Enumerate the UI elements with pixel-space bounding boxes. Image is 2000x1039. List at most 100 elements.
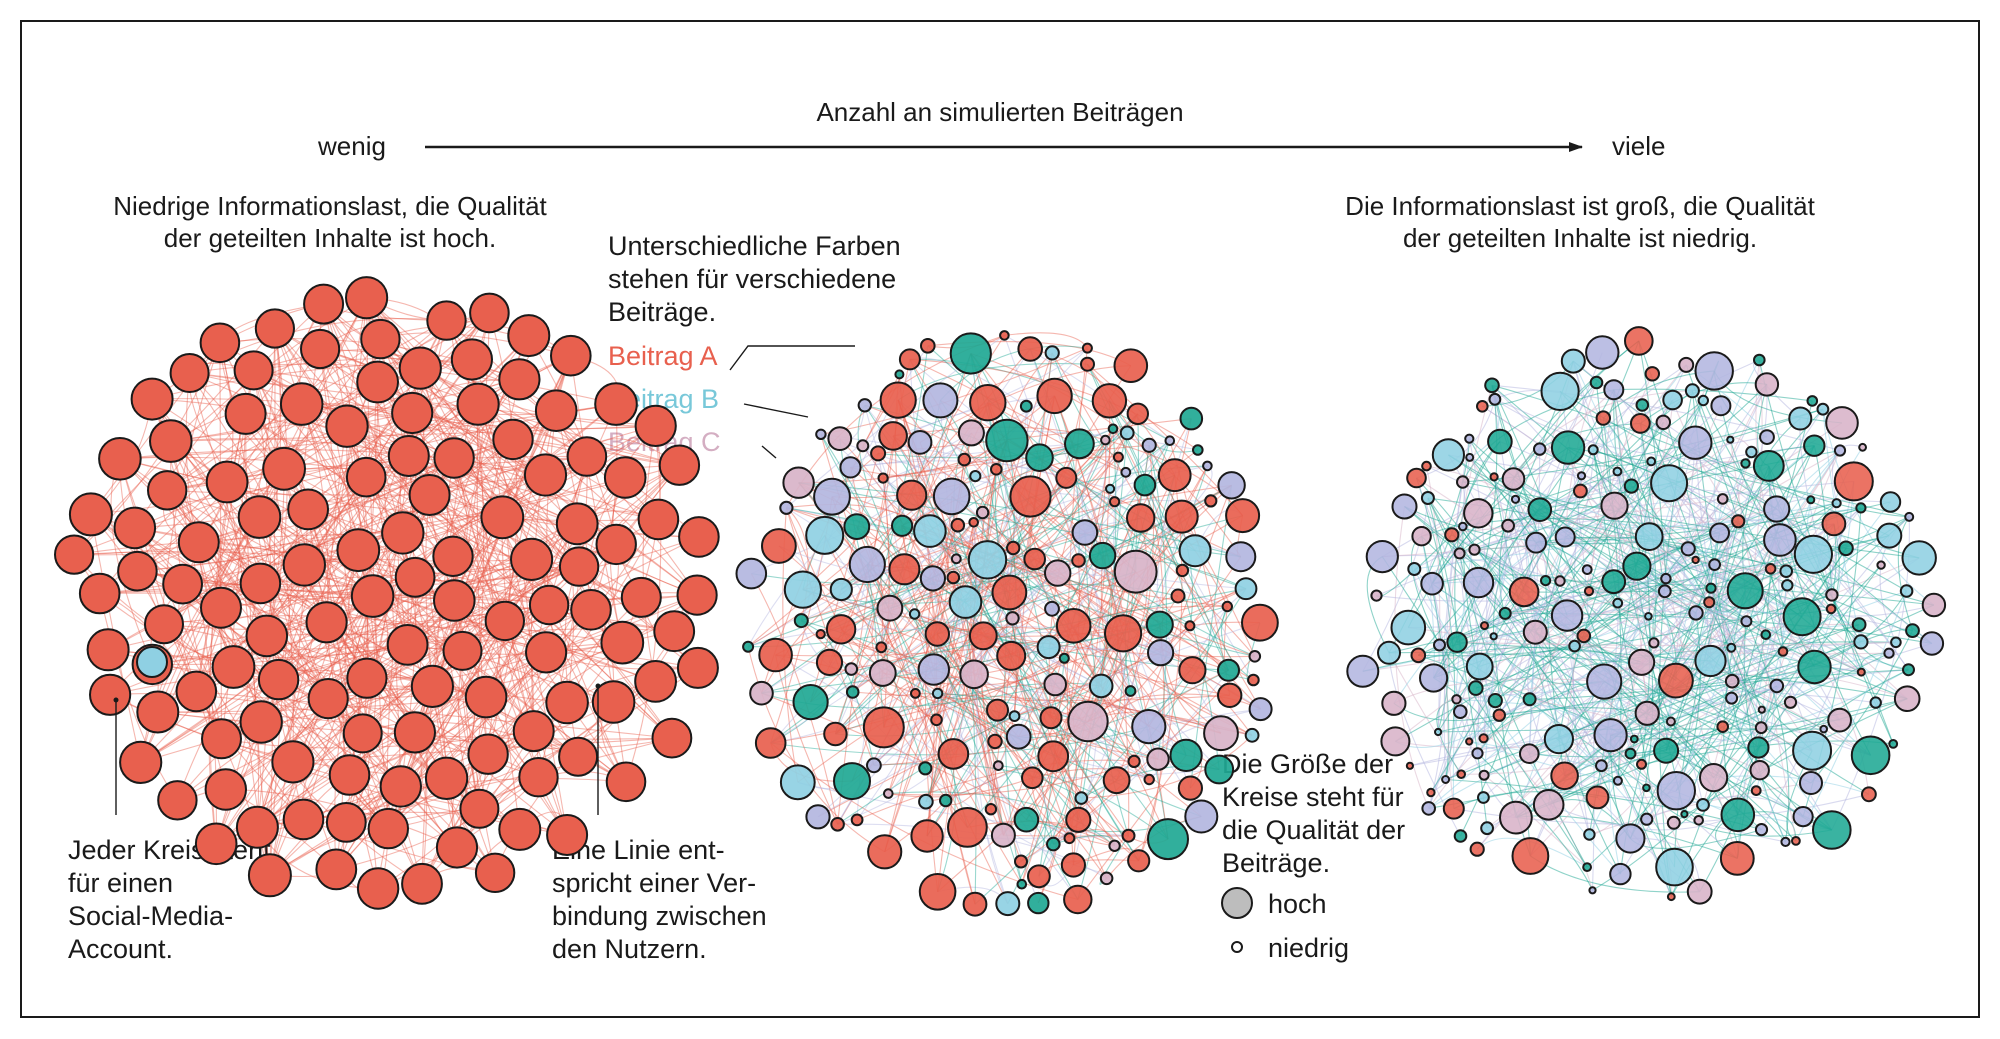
arrow-high-label: viele bbox=[1612, 131, 1666, 161]
network-edge bbox=[914, 512, 984, 615]
account-node bbox=[1071, 519, 1099, 546]
account-node bbox=[1831, 498, 1842, 509]
account-node bbox=[1759, 429, 1775, 446]
network-edge bbox=[1491, 385, 1568, 616]
network-edge bbox=[1722, 726, 1804, 817]
account-node bbox=[1589, 375, 1604, 390]
size-note-line: Beiträge. bbox=[1222, 848, 1331, 878]
account-node bbox=[1377, 640, 1401, 665]
account-node bbox=[1184, 799, 1219, 834]
network-edge bbox=[1572, 360, 1650, 537]
account-node bbox=[1453, 829, 1468, 843]
network-edge bbox=[901, 525, 1255, 657]
account-node bbox=[1407, 562, 1422, 576]
account-node bbox=[1446, 631, 1468, 653]
network-edge bbox=[1031, 777, 1115, 847]
account-node bbox=[1586, 663, 1623, 700]
account-node bbox=[1124, 685, 1137, 697]
network-edge bbox=[1381, 556, 1588, 868]
account-node bbox=[199, 322, 241, 364]
account-node bbox=[1595, 410, 1612, 426]
network-edge bbox=[198, 541, 368, 679]
account-node bbox=[1595, 759, 1608, 773]
network-edge bbox=[1499, 478, 1515, 614]
network-edge bbox=[963, 459, 1140, 862]
network-edge bbox=[119, 458, 261, 584]
account-node bbox=[1120, 466, 1132, 478]
network-edge bbox=[937, 692, 1159, 760]
network-edge bbox=[857, 405, 905, 570]
account-node bbox=[1719, 841, 1755, 876]
network-edge bbox=[801, 496, 1031, 622]
account-node bbox=[1554, 526, 1576, 548]
network-edge bbox=[1548, 557, 1920, 806]
account-node bbox=[1576, 628, 1592, 644]
account-node bbox=[1127, 849, 1151, 873]
account-node bbox=[1147, 818, 1189, 861]
account-node bbox=[1853, 634, 1869, 650]
account-node bbox=[1044, 559, 1072, 587]
account-node bbox=[1812, 810, 1852, 850]
account-node bbox=[394, 556, 436, 598]
account-node bbox=[1856, 667, 1866, 677]
leader-post-c bbox=[761, 445, 777, 459]
account-node bbox=[1752, 450, 1785, 482]
network-edge bbox=[926, 440, 1171, 837]
account-node bbox=[1113, 549, 1158, 594]
account-node bbox=[1063, 832, 1076, 845]
account-node bbox=[282, 798, 325, 841]
account-node bbox=[857, 398, 872, 413]
account-node bbox=[969, 384, 1007, 422]
account-node bbox=[89, 673, 132, 716]
account-node bbox=[1666, 815, 1681, 830]
account-node bbox=[1391, 493, 1418, 520]
network-edge bbox=[256, 550, 359, 828]
network-edge bbox=[119, 458, 568, 836]
account-node bbox=[891, 514, 914, 537]
account-node bbox=[247, 853, 292, 898]
network-edge bbox=[257, 696, 487, 828]
network-edge bbox=[269, 644, 408, 876]
account-node bbox=[1380, 726, 1411, 757]
network-edge bbox=[1433, 542, 1537, 679]
account-node bbox=[1694, 351, 1734, 391]
circle-note-line: Social-Media- bbox=[68, 901, 234, 931]
account-node bbox=[1145, 610, 1174, 639]
network-edge bbox=[1507, 525, 1909, 671]
account-node bbox=[930, 713, 943, 727]
network-edge bbox=[770, 564, 868, 744]
account-node bbox=[136, 646, 168, 678]
account-node bbox=[985, 418, 1029, 463]
account-node bbox=[1609, 862, 1632, 886]
network-edge bbox=[831, 395, 1055, 498]
account-node bbox=[1644, 612, 1653, 621]
network-edge bbox=[770, 669, 935, 744]
network-edge bbox=[945, 708, 1261, 801]
account-node bbox=[1753, 353, 1766, 367]
network-edge bbox=[1822, 409, 1935, 606]
account-node bbox=[1477, 791, 1490, 804]
account-node bbox=[1678, 425, 1713, 460]
network-edge bbox=[820, 434, 966, 603]
account-node bbox=[566, 436, 608, 477]
network-edge bbox=[856, 348, 1031, 528]
account-node bbox=[1792, 730, 1833, 771]
account-node bbox=[86, 628, 130, 672]
account-node bbox=[480, 495, 525, 540]
account-node bbox=[600, 620, 645, 665]
network-edge bbox=[269, 328, 276, 876]
account-node bbox=[1044, 600, 1060, 617]
network-edge bbox=[1031, 440, 1107, 779]
account-node bbox=[908, 608, 921, 620]
account-node bbox=[1624, 326, 1654, 356]
account-node bbox=[1203, 715, 1239, 752]
account-node bbox=[328, 754, 371, 796]
account-node bbox=[910, 819, 944, 853]
account-node bbox=[1522, 619, 1548, 645]
account-node bbox=[555, 502, 599, 546]
account-node bbox=[1540, 371, 1580, 411]
account-node bbox=[968, 621, 998, 651]
account-node bbox=[1420, 571, 1444, 596]
account-node bbox=[346, 657, 388, 699]
